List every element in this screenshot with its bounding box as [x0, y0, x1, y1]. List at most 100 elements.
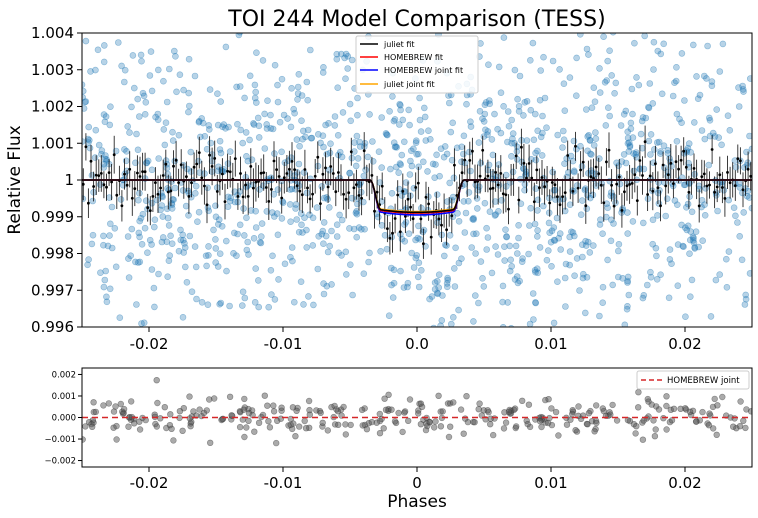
raw-flux-point	[274, 81, 281, 89]
binned-flux-point	[599, 166, 603, 204]
binned-flux-marker	[708, 183, 711, 187]
residual-point	[240, 406, 248, 413]
residual-point	[460, 430, 467, 437]
raw-flux-point	[716, 271, 724, 278]
raw-flux-point	[331, 122, 339, 129]
raw-flux-point	[82, 87, 87, 95]
raw-flux-point	[581, 186, 589, 194]
binned-flux-point	[362, 132, 366, 170]
binned-flux-point	[110, 164, 113, 201]
raw-flux-point	[540, 53, 547, 61]
raw-flux-point	[192, 263, 200, 271]
binned-flux-point	[708, 171, 711, 199]
raw-flux-point	[446, 179, 454, 187]
binned-flux-point	[481, 135, 485, 165]
raw-flux-point	[293, 216, 301, 223]
residual-point	[502, 419, 510, 426]
residual-point	[445, 433, 453, 441]
raw-flux-point	[124, 233, 132, 240]
raw-flux-point	[625, 148, 633, 155]
residual-point	[568, 410, 576, 418]
raw-flux-point	[557, 246, 565, 253]
raw-flux-point	[573, 54, 580, 62]
raw-flux-point	[369, 138, 376, 145]
raw-flux-point	[629, 134, 637, 141]
residual-point	[426, 419, 433, 426]
raw-flux-point	[685, 159, 692, 167]
raw-flux-point	[683, 226, 691, 234]
raw-flux-point	[426, 295, 433, 303]
raw-flux-point	[486, 208, 494, 215]
raw-flux-point	[500, 103, 507, 110]
raw-flux-point	[218, 223, 226, 230]
binned-flux-marker	[215, 190, 219, 193]
raw-flux-point	[445, 99, 453, 107]
raw-flux-point	[489, 151, 497, 159]
raw-flux-point	[629, 218, 637, 225]
binned-flux-marker	[409, 205, 412, 209]
raw-flux-point	[485, 61, 492, 68]
raw-flux-point	[504, 108, 512, 115]
raw-flux-point	[342, 50, 350, 58]
raw-flux-point	[252, 265, 259, 272]
binned-flux-marker	[566, 154, 570, 157]
residual-point	[306, 406, 313, 414]
raw-flux-point	[706, 117, 714, 124]
binned-flux-point	[102, 171, 106, 199]
raw-flux-point	[299, 127, 307, 135]
binned-flux-marker	[133, 187, 137, 191]
raw-flux-point	[502, 226, 509, 233]
raw-flux-point	[743, 148, 750, 156]
residual-point	[399, 428, 406, 436]
binned-flux-point	[388, 222, 392, 255]
raw-flux-point	[693, 73, 700, 80]
binned-flux-point	[749, 162, 752, 191]
residual-point	[747, 408, 752, 415]
binned-flux-marker	[489, 187, 492, 191]
binned-flux-marker	[393, 217, 397, 220]
binned-flux-marker	[161, 174, 165, 177]
raw-flux-point	[705, 114, 713, 122]
raw-flux-point	[624, 277, 631, 285]
raw-flux-point	[707, 313, 715, 320]
raw-flux-point	[261, 110, 268, 118]
top-x-ticks: -0.02 -0.01 0.0 0.01 0.02	[130, 327, 702, 353]
binned-flux-point	[156, 175, 160, 213]
top-legend-box	[355, 35, 479, 94]
binned-flux-point	[246, 177, 250, 215]
raw-flux-point	[346, 169, 354, 177]
raw-flux-point	[399, 116, 407, 124]
raw-flux-point	[534, 196, 542, 204]
raw-flux-point	[665, 294, 673, 302]
binned-flux-marker	[715, 185, 719, 189]
binned-flux-point	[151, 180, 155, 212]
raw-flux-point	[159, 213, 167, 220]
raw-flux-point	[679, 242, 687, 250]
raw-flux-point	[177, 226, 184, 234]
residual-point	[90, 399, 97, 406]
raw-flux-point	[320, 240, 327, 247]
raw-flux-point	[385, 312, 393, 320]
binned-flux-point	[236, 182, 240, 210]
binned-flux-point	[499, 155, 503, 192]
raw-flux-point	[322, 121, 329, 129]
raw-flux-point	[143, 159, 150, 167]
raw-flux-point	[653, 275, 661, 283]
raw-flux-point	[354, 155, 362, 162]
residual-point	[729, 423, 737, 430]
raw-flux-point	[287, 123, 295, 131]
raw-flux-point	[431, 279, 439, 286]
raw-flux-point	[569, 229, 577, 236]
raw-flux-point	[468, 244, 476, 251]
binned-flux-marker	[254, 180, 258, 184]
raw-flux-point	[492, 211, 500, 218]
binned-flux-marker	[617, 175, 621, 179]
y-tick-label: 0.002	[52, 370, 76, 380]
binned-flux-marker	[550, 181, 554, 184]
raw-flux-point	[530, 136, 538, 144]
binned-flux-marker	[419, 217, 423, 221]
raw-flux-point	[479, 115, 486, 122]
raw-flux-point	[168, 200, 175, 207]
raw-flux-point	[314, 131, 322, 138]
residual-point	[655, 406, 663, 413]
